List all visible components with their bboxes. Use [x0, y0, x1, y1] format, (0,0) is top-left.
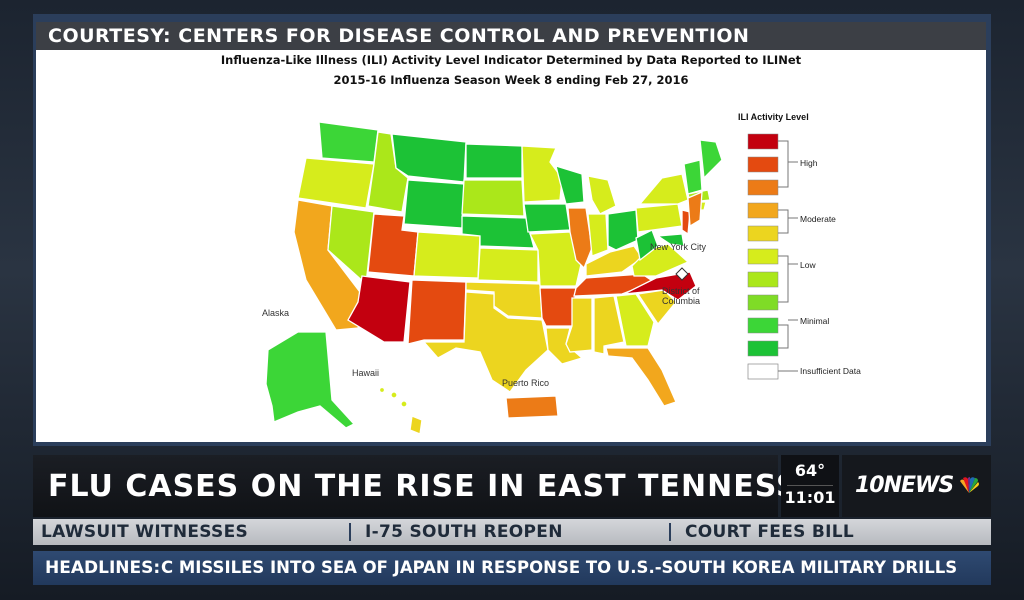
state-georgia	[615, 293, 655, 347]
legend-brackets	[778, 140, 798, 372]
state-arkansas	[539, 287, 577, 327]
state-maine	[699, 139, 723, 180]
subhead-separator	[669, 523, 671, 541]
legend-swatch-10	[747, 133, 779, 150]
us-flu-map: Alaska Hawaii Puerto Rico New York City …	[262, 112, 861, 435]
state-alaska	[265, 331, 356, 429]
state-hawaii-2	[390, 391, 398, 399]
state-iowa	[523, 203, 571, 233]
headline: FLU CASES ON THE RISE IN EAST TENNESSEE	[48, 469, 842, 504]
state-florida	[605, 347, 677, 407]
hawaii-label: Hawaii	[352, 368, 379, 378]
subhead-item-2: I-75 SOUTH REOPEN	[365, 522, 563, 542]
alaska-label: Alaska	[262, 308, 289, 318]
state-new-jersey	[681, 209, 691, 236]
state-maryland	[656, 233, 685, 247]
state-colorado	[413, 231, 481, 279]
legend-low: Low	[800, 260, 816, 270]
state-alabama	[593, 295, 625, 355]
state-wyoming	[403, 179, 465, 229]
dc-marker	[675, 267, 689, 281]
dc-label-line2: Columbia	[662, 296, 700, 306]
map-title: Influenza-Like Illness (ILI) Activity Le…	[220, 53, 802, 67]
subhead-item-1: LAWSUIT WITNESSES	[41, 522, 249, 542]
legend-moderate: Moderate	[800, 214, 836, 224]
lower-third-bar	[33, 455, 778, 517]
puerto-rico-label: Puerto Rico	[502, 378, 549, 388]
legend-swatch-8	[747, 179, 779, 196]
legend-swatch-6	[747, 225, 779, 242]
subhead-row: LAWSUIT WITNESSES I-75 SOUTH REOPEN COUR…	[33, 519, 991, 545]
state-pennsylvania	[635, 203, 683, 233]
map-subtitle: 2015-16 Influenza Season Week 8 ending F…	[333, 73, 689, 87]
state-kansas	[477, 247, 539, 283]
state-hawaii-4	[409, 415, 423, 435]
ticker-label: HEADLINES:	[45, 558, 161, 578]
legend-swatch-2	[747, 317, 779, 334]
legend-swatches	[747, 133, 779, 380]
flu-map-card: Influenza-Like Illness (ILI) Activity Le…	[36, 50, 986, 442]
state-texas	[422, 291, 549, 393]
headline-ticker: HEADLINES: C MISSILES INTO SEA OF JAPAN …	[33, 551, 991, 585]
station-logo-box: 10NEWS	[842, 455, 991, 517]
courtesy-banner: COURTESY: CENTERS FOR DISEASE CONTROL AN…	[36, 22, 986, 50]
state-hawaii-1	[378, 386, 386, 394]
legend-swatch-insufficient	[747, 363, 779, 380]
state-north-carolina	[623, 271, 697, 301]
nyc-label: New York City	[650, 242, 707, 252]
state-washington	[318, 121, 379, 163]
subhead-item-3: COURT FEES BILL	[685, 522, 855, 542]
state-vermont-nh	[683, 159, 703, 195]
divider	[787, 485, 833, 486]
state-new-mexico	[407, 279, 467, 345]
state-montana	[391, 133, 467, 183]
weather-clock-box: 64° 11:01	[781, 455, 839, 517]
subhead-separator	[349, 523, 351, 541]
legend-minimal: Minimal	[800, 316, 829, 326]
clock-time: 11:01	[784, 488, 836, 507]
state-oregon	[297, 157, 375, 209]
nbc-peacock-icon	[960, 477, 979, 493]
state-wisconsin	[555, 165, 585, 205]
state-hawaii-3	[400, 400, 408, 408]
state-north-dakota	[465, 143, 523, 179]
state-indiana	[587, 213, 609, 257]
legend-insufficient: Insufficient Data	[800, 366, 861, 376]
state-mississippi	[565, 297, 593, 353]
state-west-virginia	[635, 229, 659, 262]
state-new-york	[638, 173, 689, 205]
legend-swatch-3	[747, 294, 779, 311]
legend-high: High	[800, 158, 818, 168]
legend-swatch-7	[747, 202, 779, 219]
state-minnesota	[521, 145, 563, 203]
ticker-text: C MISSILES INTO SEA OF JAPAN IN RESPONSE…	[161, 558, 958, 577]
state-south-dakota	[461, 179, 525, 217]
state-ohio	[607, 209, 639, 251]
state-michigan	[587, 175, 617, 215]
dc-label-line1: District of	[662, 286, 700, 296]
legend-title: ILI Activity Level	[738, 112, 809, 122]
state-arizona	[347, 275, 411, 343]
legend-swatch-4	[747, 271, 779, 288]
station-logo: 10NEWS	[855, 473, 954, 498]
state-idaho	[367, 131, 409, 213]
temperature: 64°	[794, 461, 826, 480]
legend-swatch-5	[747, 248, 779, 265]
state-illinois	[567, 207, 593, 270]
legend-swatch-1	[747, 340, 779, 357]
state-louisiana	[545, 327, 584, 365]
legend-swatch-9	[747, 156, 779, 173]
state-nyc	[687, 190, 703, 228]
state-puerto-rico	[505, 395, 559, 419]
